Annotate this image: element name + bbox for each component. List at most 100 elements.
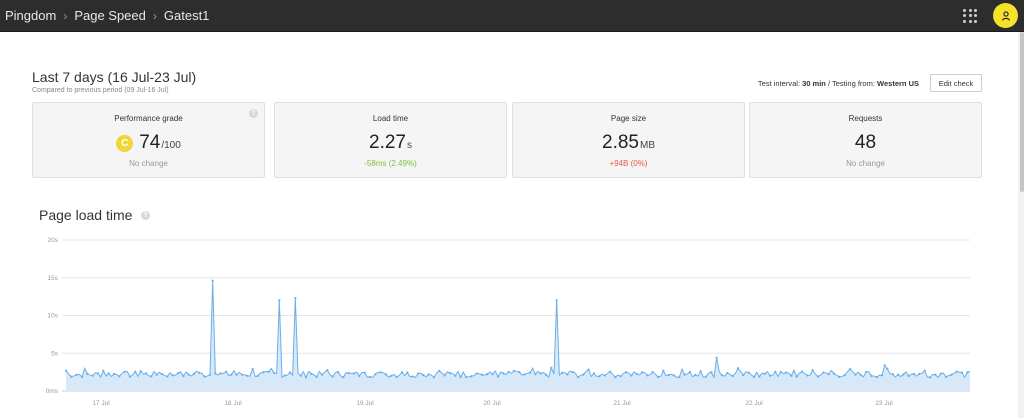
data-point [779,370,782,373]
data-point [827,373,830,376]
data-point [368,375,372,379]
data-point [155,373,158,376]
data-point [203,375,206,378]
data-point [571,370,574,374]
data-point [699,370,702,373]
data-point [864,370,868,374]
card-title: Performance grade [114,114,183,123]
data-point [832,372,836,375]
data-point [747,371,750,374]
data-point [720,374,724,377]
performance-grade-card: ? Performance grade C 74 /100 No change [32,102,265,178]
data-point [160,373,164,376]
data-point [102,369,105,372]
x-tick-label: 19 Jul [356,400,374,407]
data-point [144,372,148,375]
breadcrumb-gatest1[interactable]: Gatest1 [163,8,210,23]
page-scrollbar[interactable] [1018,32,1024,418]
breadcrumb-page-speed[interactable]: Page Speed [74,8,146,23]
data-point [902,373,905,376]
data-point [822,371,825,374]
data-point [230,373,233,376]
data-point [912,372,916,376]
data-point [299,374,302,377]
data-point [464,375,468,379]
data-point [512,369,516,372]
data-point [486,373,489,376]
data-point [112,372,116,376]
breadcrumb: Pingdom › Page Speed › Gatest1 [0,8,209,23]
data-point [219,372,222,375]
data-point [763,372,766,375]
test-interval-label: Test interval: [757,79,801,88]
data-point [422,373,425,377]
data-point [555,299,558,302]
data-point [70,375,73,378]
data-point [432,376,436,379]
data-point [742,374,745,377]
data-point [630,374,633,377]
data-point [683,373,686,376]
data-point [651,370,654,374]
data-point [704,375,708,378]
x-tick-label: 22 Jul [745,400,763,407]
info-icon[interactable]: ? [249,109,258,118]
scrollbar-thumb[interactable] [1020,32,1024,192]
data-point [518,370,521,374]
data-point [608,370,612,373]
data-point [603,374,606,377]
breadcrumb-pingdom[interactable]: Pingdom [5,8,57,23]
data-point [262,371,265,374]
card-title: Page size [610,114,647,123]
data-point [715,356,718,359]
data-point [443,374,446,377]
data-point [395,375,398,379]
info-icon[interactable]: ? [141,211,150,220]
data-point [624,371,628,374]
data-point [582,373,585,376]
y-tick-label: 10s [48,313,59,320]
x-tick-label: 20 Jul [483,400,501,407]
data-point [267,370,270,373]
data-point [923,369,926,372]
chevron-right-icon: › [63,8,68,23]
data-point [795,375,798,378]
data-point [107,372,110,375]
data-point [774,370,777,373]
requests-value: 48 [750,132,981,154]
data-point [507,370,510,374]
data-point [171,374,174,377]
grade-badge: C [116,134,134,152]
data-point [283,374,286,377]
data-point [459,375,462,379]
y-tick-label: 20s [48,237,59,244]
data-point [235,373,238,376]
data-point [880,374,884,377]
data-point [336,370,340,374]
data-point [816,375,820,378]
y-tick-label: 15s [48,275,59,282]
requests-change: No change [846,159,885,168]
data-point [768,374,772,377]
data-point [187,373,190,376]
edit-check-button[interactable]: Edit check [930,74,982,92]
period-title: Last 7 days (16 Jul-23 Jul) [32,69,197,85]
data-point [134,370,137,373]
load-time-unit: s [406,140,412,151]
data-point [907,374,910,378]
data-point [118,375,121,378]
data-point [859,373,862,376]
data-point [544,373,548,376]
requests-number: 48 [854,132,877,153]
data-point [918,372,921,375]
apps-grid-icon[interactable] [963,8,977,23]
load-time-line [65,280,971,379]
data-point [363,371,366,374]
data-point [251,368,254,371]
page-load-time-chart: 0ms 5s 10s 15s 20s 17 Jul 18 Jul 19 Jul 20 Jul 21… [46,237,971,407]
avatar[interactable] [993,3,1018,28]
data-point [502,372,505,375]
page-size-unit: MB [639,140,655,151]
load-time-card: Load time 2.27 s -58ms (2.49%) [274,102,507,178]
data-point [406,371,409,374]
